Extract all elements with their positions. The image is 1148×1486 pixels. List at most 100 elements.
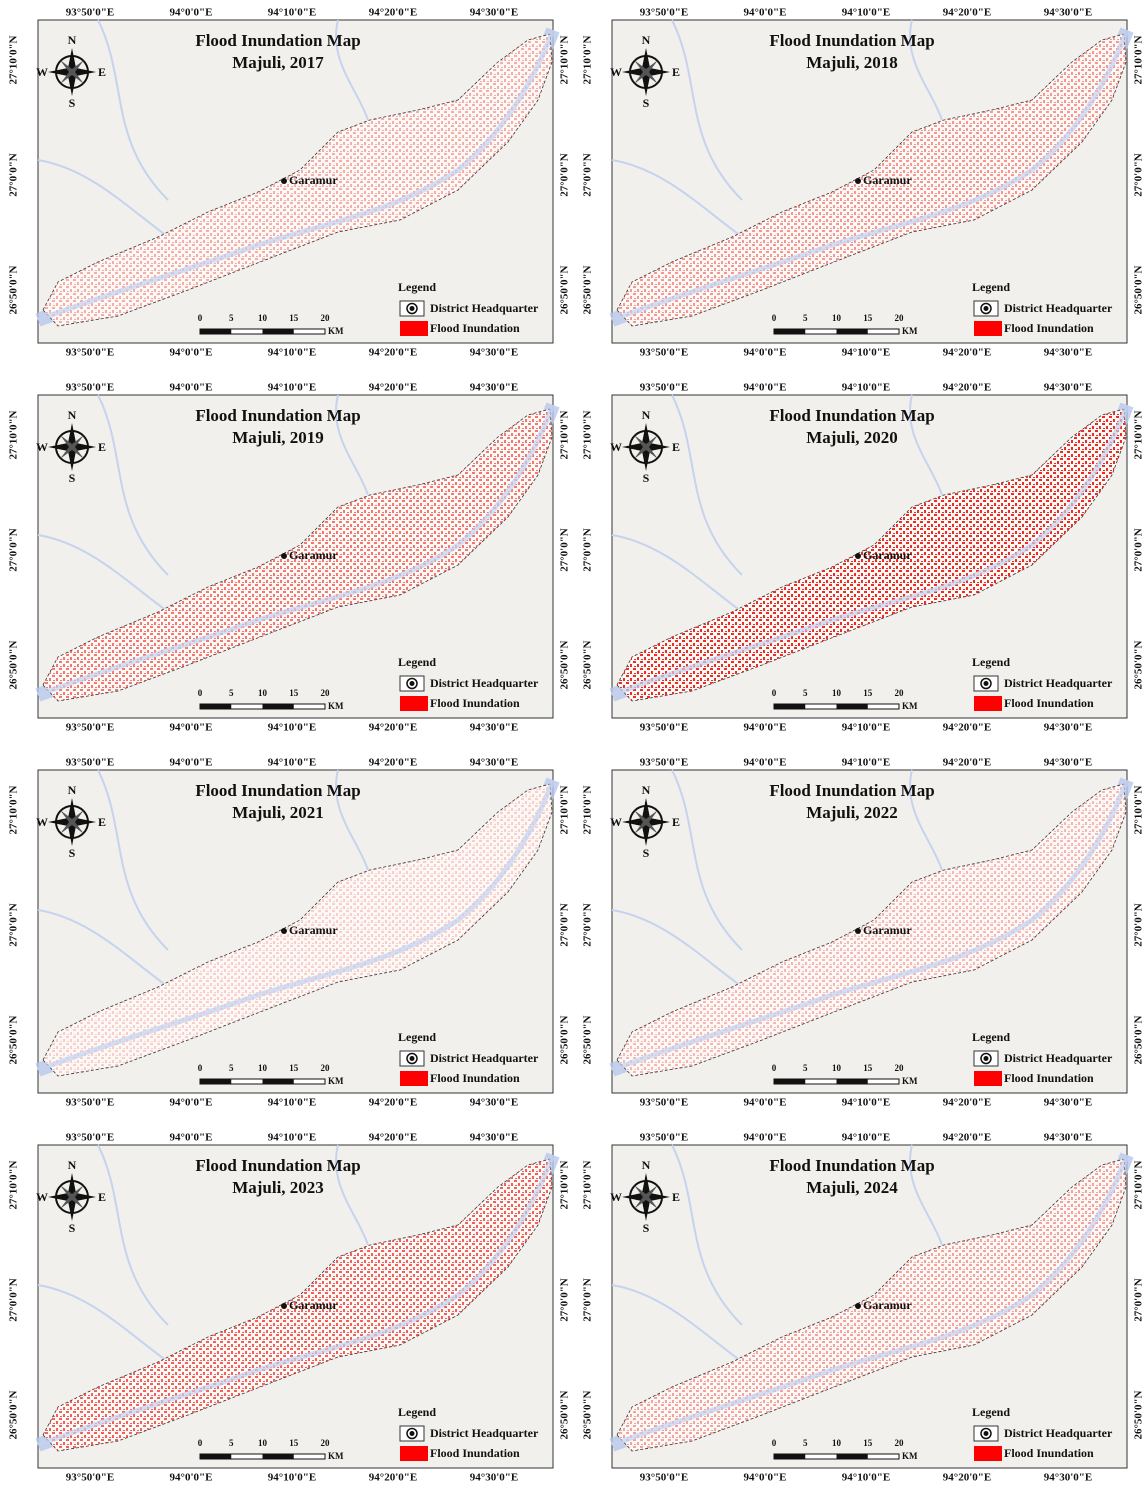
longitude-label: 93°50'0"E <box>640 722 688 734</box>
scale-bar-segment <box>262 1454 294 1459</box>
compass-w: W <box>610 1190 622 1204</box>
scale-bar-label: 5 <box>229 313 234 323</box>
map-panel: 93°50'0"E 93°50'0"E 94°0'0"E 94°0'0"E 94°10'… <box>582 7 1145 359</box>
map-subtitle: Majuli, 2018 <box>806 53 898 72</box>
flood-area <box>617 1159 1126 1451</box>
longitude-label: 93°50'0"E <box>66 1132 114 1144</box>
compass-e: E <box>98 65 106 79</box>
legend-title: Legend <box>972 1030 1010 1044</box>
scale-bar-label: 5 <box>229 1438 234 1448</box>
longitude-label: 94°10'0"E <box>268 757 316 769</box>
legend-hq-symbol <box>406 302 418 315</box>
longitude-label: 94°10'0"E <box>842 347 890 359</box>
latitude-label: 27°0'0"N <box>559 153 571 197</box>
latitude-label: 26°50'0"N <box>8 1015 20 1064</box>
scale-bar-label: 10 <box>832 313 842 323</box>
compass-e: E <box>98 440 106 454</box>
river-channel <box>611 779 1130 1073</box>
legend-title: Legend <box>972 655 1010 669</box>
scale-bar-unit: KM <box>902 1451 918 1461</box>
longitude-label: 94°30'0"E <box>470 7 518 19</box>
scale-bar-segment <box>200 1079 232 1084</box>
longitude-label: 94°30'0"E <box>470 382 518 394</box>
scale-bar-segment <box>774 1454 806 1459</box>
map-subtitle: Majuli, 2017 <box>232 53 324 72</box>
latitude-label: 27°0'0"N <box>582 528 594 572</box>
map-subtitle: Majuli, 2022 <box>806 803 898 822</box>
map-subtitle: Majuli, 2019 <box>232 428 324 447</box>
longitude-label: 93°50'0"E <box>66 347 114 359</box>
legend-item: Flood Inundation <box>430 696 520 710</box>
legend-item: District Headquarter <box>430 1051 539 1065</box>
latitude-label: 27°0'0"N <box>8 528 20 572</box>
headquarter-label: Garamur <box>863 1298 912 1312</box>
latitude-label: 27°0'0"N <box>582 1278 594 1322</box>
longitude-label: 93°50'0"E <box>640 7 688 19</box>
scale-bar-label: 15 <box>289 1438 299 1448</box>
legend-flood-swatch <box>974 321 1002 336</box>
legend-title: Legend <box>398 1030 436 1044</box>
longitude-label: 94°30'0"E <box>470 347 518 359</box>
longitude-label: 94°10'0"E <box>842 382 890 394</box>
latitude-label: 26°50'0"N <box>582 1390 594 1439</box>
latitude-label: 27°10'0"N <box>582 410 594 459</box>
scale-bar-label: 5 <box>229 1063 234 1073</box>
legend-title: Legend <box>972 280 1010 294</box>
river-channel <box>37 1154 556 1448</box>
latitude-label: 26°50'0"N <box>582 265 594 314</box>
map-panel: 93°50'0"E 93°50'0"E 94°0'0"E 94°0'0"E 94°10'… <box>582 1132 1145 1484</box>
scale-bar-label: 0 <box>198 688 203 698</box>
legend-hq-dot <box>983 1056 989 1061</box>
longitude-label: 94°20'0"E <box>369 7 417 19</box>
longitude-label: 94°0'0"E <box>170 1472 213 1484</box>
map-panel: 93°50'0"E 93°50'0"E 94°0'0"E 94°0'0"E 94°10'… <box>8 757 571 1109</box>
headquarter-label: Garamur <box>863 923 912 937</box>
latitude-label: 26°50'0"N <box>8 640 20 689</box>
latitude-label: 26°50'0"N <box>559 265 571 314</box>
scale-bar-unit: KM <box>902 701 918 711</box>
river-channel <box>611 404 1130 698</box>
longitude-label: 94°0'0"E <box>170 347 213 359</box>
longitude-label: 93°50'0"E <box>640 1132 688 1144</box>
legend-flood-swatch <box>974 1071 1002 1086</box>
longitude-label: 94°10'0"E <box>268 722 316 734</box>
latitude-label: 27°0'0"N <box>1133 1278 1145 1322</box>
longitude-label: 94°30'0"E <box>470 757 518 769</box>
map-panel: 93°50'0"E 93°50'0"E 94°0'0"E 94°0'0"E 94°10'… <box>8 1132 571 1484</box>
map-panel: 93°50'0"E 93°50'0"E 94°0'0"E 94°0'0"E 94°10'… <box>8 382 571 734</box>
scale-bar-label: 15 <box>863 313 873 323</box>
headquarter-label: Garamur <box>289 173 338 187</box>
longitude-label: 94°20'0"E <box>369 1097 417 1109</box>
scale-bar-label: 10 <box>258 1438 268 1448</box>
legend-item: Flood Inundation <box>1004 1071 1094 1085</box>
latitude-label: 27°10'0"N <box>559 1160 571 1209</box>
longitude-label: 94°10'0"E <box>842 722 890 734</box>
longitude-label: 94°30'0"E <box>1044 722 1092 734</box>
compass-w: W <box>36 1190 48 1204</box>
compass-star-diagonal <box>634 60 658 84</box>
scale-bar-label: 20 <box>321 688 331 698</box>
longitude-label: 94°0'0"E <box>744 1472 787 1484</box>
longitude-label: 94°30'0"E <box>1044 1132 1092 1144</box>
scale-bar-label: 0 <box>772 688 777 698</box>
scale-bar-segment <box>774 704 806 709</box>
compass: N S E W <box>610 783 680 860</box>
compass: N S E W <box>36 783 106 860</box>
longitude-label: 94°10'0"E <box>268 1132 316 1144</box>
legend-hq-dot <box>409 306 415 311</box>
scale-bar-segment <box>200 329 232 334</box>
compass-s: S <box>69 471 76 485</box>
scale-bar-segment <box>774 1079 806 1084</box>
scale-bar-segment <box>836 1079 868 1084</box>
longitude-label: 94°30'0"E <box>1044 7 1092 19</box>
longitude-label: 93°50'0"E <box>66 1097 114 1109</box>
legend-hq-dot <box>409 681 415 686</box>
latitude-label: 27°10'0"N <box>582 1160 594 1209</box>
scale-bar-segment <box>200 704 232 709</box>
latitude-label: 27°0'0"N <box>582 903 594 947</box>
longitude-label: 94°0'0"E <box>744 347 787 359</box>
latitude-label: 27°0'0"N <box>1133 153 1145 197</box>
longitude-label: 94°20'0"E <box>369 1132 417 1144</box>
scale-bar-segment <box>836 1454 868 1459</box>
